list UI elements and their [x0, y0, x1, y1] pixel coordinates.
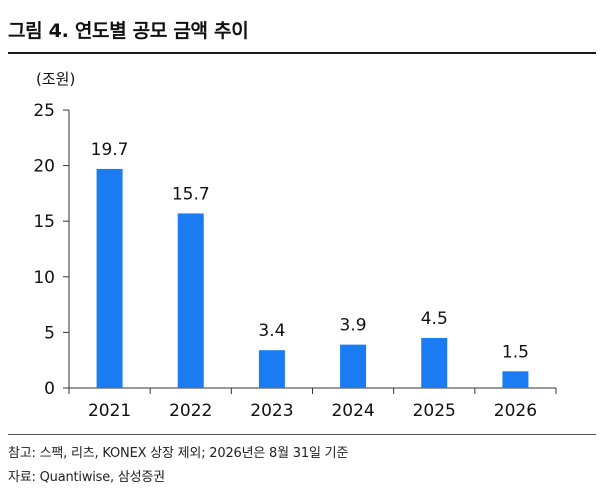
x-tick-label: 2025 — [413, 401, 456, 421]
data-label: 3.4 — [258, 321, 285, 341]
bar — [340, 344, 367, 388]
y-tick-label: 15 — [33, 212, 55, 232]
data-label: 3.9 — [340, 316, 367, 336]
data-label: 19.7 — [91, 140, 129, 160]
figure-title: 그림 4. 연도별 공모 금액 추이 — [8, 20, 249, 42]
data-label: 15.7 — [172, 184, 210, 204]
y-tick-label: 0 — [44, 379, 55, 399]
x-tick-label: 2022 — [169, 401, 212, 421]
x-tick-label: 2026 — [494, 401, 537, 421]
bar — [258, 350, 285, 388]
bar — [502, 371, 529, 388]
x-tick-label: 2023 — [250, 401, 293, 421]
y-tick-label: 10 — [33, 268, 55, 288]
x-tick-label: 2021 — [88, 401, 131, 421]
footnote: 참고: 스팩, 리츠, KONEX 상장 제외; 2026년은 8월 31일 기… — [8, 446, 349, 461]
y-tick-label: 5 — [44, 323, 55, 343]
bar — [96, 168, 123, 388]
y-tick-label: 20 — [33, 157, 55, 177]
title-divider — [8, 52, 596, 54]
y-tick-label: 25 — [33, 101, 55, 121]
x-tick-label: 2024 — [331, 401, 374, 421]
y-axis-unit-label: (조원) — [36, 70, 76, 88]
bar — [177, 213, 204, 388]
footer-divider — [8, 434, 596, 435]
source-note: 자료: Quantiwise, 삼성증권 — [8, 470, 165, 485]
data-label: 1.5 — [502, 342, 529, 362]
data-label: 4.5 — [421, 309, 448, 329]
bar — [421, 337, 448, 388]
